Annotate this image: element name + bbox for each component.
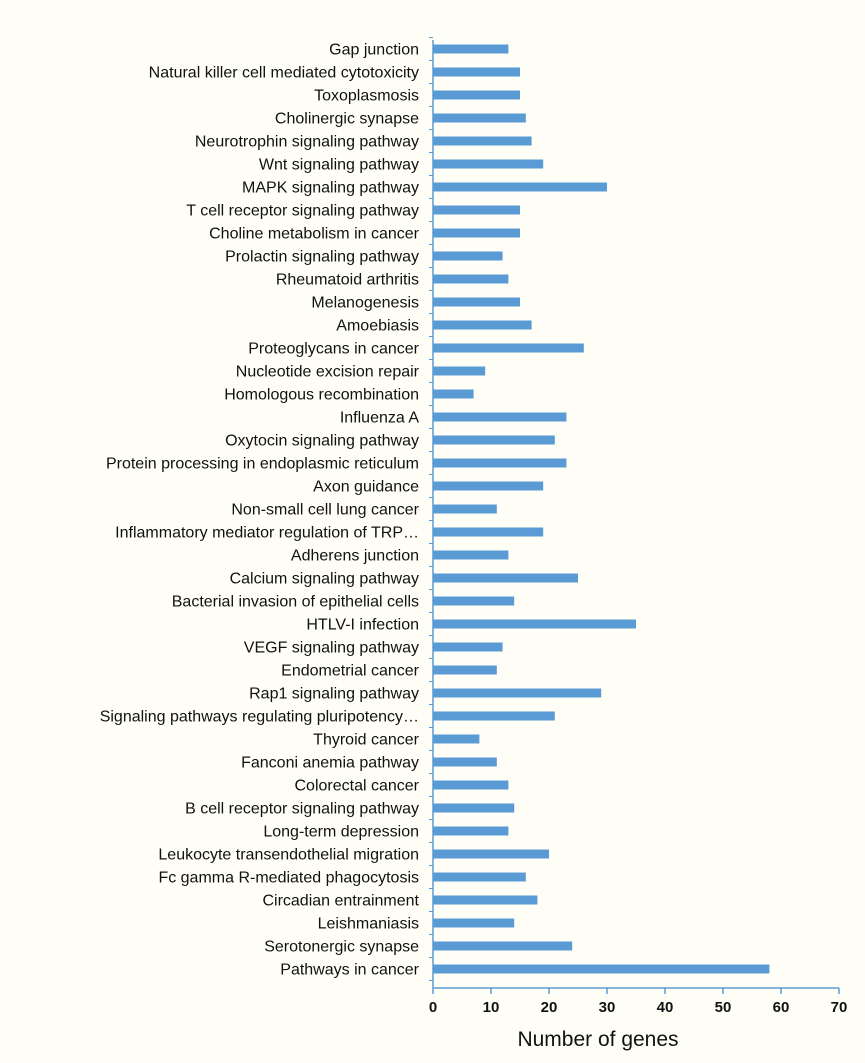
bar xyxy=(433,320,532,330)
category-label: Toxoplasmosis xyxy=(314,88,419,105)
category-label: MAPK signaling pathway xyxy=(242,180,419,197)
bar xyxy=(433,44,509,54)
category-label: Long-term depression xyxy=(263,824,419,841)
bar xyxy=(433,251,503,261)
bar xyxy=(433,435,555,445)
category-label: Leishmaniasis xyxy=(318,916,419,933)
bar xyxy=(433,274,509,284)
bar xyxy=(433,895,538,905)
x-axis-title: Number of genes xyxy=(517,1028,678,1051)
bar xyxy=(433,642,503,652)
bar xyxy=(433,872,526,882)
bar xyxy=(433,803,515,813)
category-label: VEGF signaling pathway xyxy=(244,640,419,657)
x-tick-label: 10 xyxy=(483,999,500,1016)
category-label: Nucleotide excision repair xyxy=(236,364,420,381)
category-label: Signaling pathways regulating pluripoten… xyxy=(100,709,419,726)
category-label: Rheumatoid arthritis xyxy=(276,272,419,289)
category-label: Non-small cell lung cancer xyxy=(231,502,419,519)
bar xyxy=(433,228,520,238)
category-label: Fanconi anemia pathway xyxy=(241,755,419,772)
bar xyxy=(433,343,584,353)
x-tick-label: 40 xyxy=(657,999,674,1016)
bar xyxy=(433,757,497,767)
bar xyxy=(433,688,602,698)
x-tick-label: 30 xyxy=(599,999,616,1016)
bar xyxy=(433,113,526,123)
bar xyxy=(433,780,509,790)
bar xyxy=(433,90,520,100)
bar xyxy=(433,711,555,721)
x-tick-label: 0 xyxy=(429,999,437,1016)
category-label: Circadian entrainment xyxy=(262,893,419,910)
bar xyxy=(433,826,509,836)
bar xyxy=(433,136,532,146)
category-label: Influenza A xyxy=(340,410,420,427)
category-label: Oxytocin signaling pathway xyxy=(225,433,419,450)
x-tick-labels: 0 10 20 30 40 50 60 70 xyxy=(429,999,848,1016)
bar xyxy=(433,849,549,859)
axes xyxy=(429,37,840,994)
category-label: Protein processing in endoplasmic reticu… xyxy=(106,456,419,473)
category-label: Adherens junction xyxy=(291,548,419,565)
x-tick-label: 20 xyxy=(541,999,558,1016)
bar xyxy=(433,918,515,928)
bar xyxy=(433,412,567,422)
category-label: Rap1 signaling pathway xyxy=(249,686,419,703)
bar xyxy=(433,527,544,537)
bar xyxy=(433,734,480,744)
x-tick-label: 60 xyxy=(773,999,790,1016)
category-label: Fc gamma R-mediated phagocytosis xyxy=(158,870,419,887)
category-label: Inflammatory mediator regulation of TRP… xyxy=(115,525,419,542)
bars-layer xyxy=(433,44,770,974)
category-label: Melanogenesis xyxy=(311,295,419,312)
category-label: Pathways in cancer xyxy=(280,962,419,979)
category-label: Homologous recombination xyxy=(224,387,419,404)
bar xyxy=(433,481,544,491)
category-label: HTLV-I infection xyxy=(306,617,419,634)
x-tick-label: 50 xyxy=(715,999,732,1016)
category-label: Serotonergic synapse xyxy=(264,939,419,956)
bar xyxy=(433,504,497,514)
bar xyxy=(433,964,770,974)
bar xyxy=(433,67,520,77)
category-label: Prolactin signaling pathway xyxy=(225,249,419,266)
category-label: Natural killer cell mediated cytotoxicit… xyxy=(149,65,419,82)
bar xyxy=(433,205,520,215)
category-label: Leukocyte transendothelial migration xyxy=(158,847,419,864)
bar xyxy=(433,941,573,951)
bar xyxy=(433,366,486,376)
category-label: B cell receptor signaling pathway xyxy=(185,801,419,818)
bar xyxy=(433,665,497,675)
x-tick-label: 70 xyxy=(831,999,848,1016)
category-label: Amoebiasis xyxy=(336,318,419,335)
category-label: Neurotrophin signaling pathway xyxy=(195,134,419,151)
category-label: Cholinergic synapse xyxy=(275,111,419,128)
category-label: Wnt signaling pathway xyxy=(259,157,419,174)
bar xyxy=(433,550,509,560)
category-label: T cell receptor signaling pathway xyxy=(186,203,419,220)
category-label: Axon guidance xyxy=(313,479,419,496)
category-labels: Gap junction Natural killer cell mediated… xyxy=(100,42,420,979)
bar xyxy=(433,389,474,399)
bar xyxy=(433,458,567,468)
category-label: Thyroid cancer xyxy=(313,732,419,749)
category-label: Endometrial cancer xyxy=(281,663,420,680)
category-label: Bacterial invasion of epithelial cells xyxy=(172,594,419,611)
category-label: Colorectal cancer xyxy=(295,778,420,795)
bar xyxy=(433,159,544,169)
category-label: Gap junction xyxy=(329,42,419,59)
bar xyxy=(433,619,636,629)
bar xyxy=(433,182,607,192)
category-label: Proteoglycans in cancer xyxy=(248,341,419,358)
category-label: Calcium signaling pathway xyxy=(230,571,419,588)
category-label: Choline metabolism in cancer xyxy=(209,226,420,243)
bar xyxy=(433,596,515,606)
bar xyxy=(433,297,520,307)
bar xyxy=(433,573,578,583)
